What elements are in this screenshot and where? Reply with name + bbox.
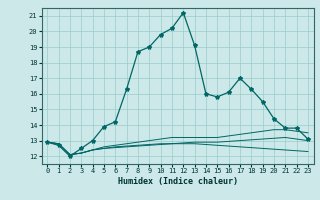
X-axis label: Humidex (Indice chaleur): Humidex (Indice chaleur) — [118, 177, 237, 186]
